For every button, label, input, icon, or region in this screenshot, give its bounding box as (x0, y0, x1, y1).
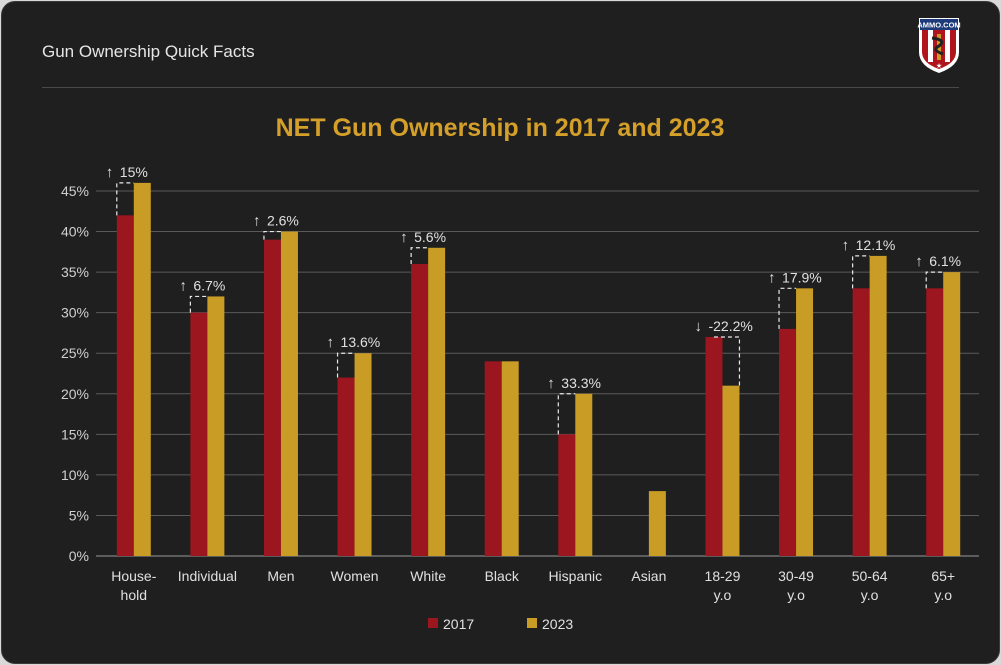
y-tick-label: 10% (61, 467, 89, 483)
x-tick-label: White (410, 568, 446, 584)
legend-swatch-2023 (527, 618, 537, 628)
arrow-up-icon: ↑ (842, 237, 850, 254)
bar-2023 (943, 272, 961, 556)
svg-text:★: ★ (936, 62, 942, 70)
x-tick-label: Women (331, 568, 379, 584)
x-tick-label: y.o (714, 587, 732, 603)
change-bracket (925, 271, 944, 289)
y-tick-label: 45% (61, 183, 89, 199)
bar-2017 (484, 361, 502, 556)
bar-2023 (796, 288, 814, 556)
x-tick-label: Hispanic (548, 568, 602, 584)
legend-label-2023: 2023 (542, 616, 573, 632)
arrow-up-icon: ↑ (106, 164, 114, 181)
x-tick-label: 18-29 (705, 568, 741, 584)
change-label: 6.1% (929, 253, 961, 269)
bar-2023 (722, 385, 740, 556)
change-bracket (713, 336, 741, 386)
bar-2023 (869, 255, 887, 556)
change-label: 15% (120, 164, 148, 180)
arrow-up-icon: ↑ (400, 229, 408, 246)
change-label: 5.6% (414, 229, 446, 245)
change-label: 6.7% (193, 277, 225, 293)
x-tick-label: Black (485, 568, 520, 584)
y-tick-label: 25% (61, 345, 89, 361)
bar-2023 (428, 247, 446, 556)
bar-2017 (337, 377, 355, 556)
chart-title: NET Gun Ownership in 2017 and 2023 (276, 114, 725, 142)
change-bracket (189, 295, 208, 313)
y-tick-label: 15% (61, 426, 89, 442)
change-bracket (778, 287, 797, 329)
change-bracket (263, 230, 281, 240)
bar-2017 (558, 434, 576, 556)
arrow-up-icon: ↑ (253, 213, 260, 230)
arrow-up-icon: ↑ (327, 334, 335, 351)
x-tick-label: y.o (787, 587, 805, 603)
legend-swatch-2017 (428, 618, 438, 628)
arrow-up-icon: ↑ (915, 253, 923, 270)
bar-2017 (411, 264, 429, 556)
x-tick-label: y.o (934, 587, 952, 603)
bar-2023 (280, 231, 298, 557)
bar-2017 (705, 337, 723, 556)
legend-label-2017: 2017 (443, 616, 474, 632)
bar-2017 (926, 288, 944, 556)
y-tick-label: 30% (61, 305, 89, 321)
card-header-title: Gun Ownership Quick Facts (42, 42, 255, 61)
bar-2017 (779, 328, 797, 556)
y-tick-label: 0% (69, 548, 89, 564)
header-divider (42, 87, 959, 88)
change-label: 17.9% (782, 269, 822, 285)
change-label: 12.1% (856, 237, 896, 253)
arrow-up-icon: ↑ (547, 375, 555, 392)
change-bracket (410, 247, 429, 264)
x-tick-label: hold (121, 587, 147, 603)
change-label: 33.3% (561, 375, 601, 391)
bar-2023 (575, 393, 593, 556)
change-label: 2.6% (267, 213, 299, 229)
bar-2017 (263, 239, 281, 556)
x-tick-label: Asian (631, 568, 666, 584)
bar-2023 (354, 353, 372, 556)
x-tick-label: 50-64 (852, 568, 888, 584)
y-tick-label: 20% (61, 386, 89, 402)
bar-2023 (207, 296, 225, 556)
change-label: -22.2% (708, 318, 752, 334)
bar-2023 (133, 182, 151, 556)
y-tick-label: 35% (61, 264, 89, 280)
bar-2017 (190, 312, 208, 556)
arrow-down-icon: ↓ (694, 318, 702, 335)
ammo-logo: AMMO.COM ★ (917, 18, 961, 73)
change-bracket (336, 352, 355, 378)
bar-2017 (852, 288, 870, 556)
change-label: 13.6% (341, 334, 381, 350)
bar-2023 (501, 361, 519, 556)
x-tick-label: y.o (861, 587, 879, 603)
bar-2023 (648, 491, 666, 556)
change-bracket (852, 255, 870, 289)
x-tick-label: 30-49 (778, 568, 814, 584)
arrow-up-icon: ↑ (768, 269, 776, 286)
change-bracket (116, 182, 134, 216)
x-tick-label: 65+ (931, 568, 955, 584)
arrow-up-icon: ↑ (179, 277, 187, 294)
change-bracket (557, 393, 576, 435)
x-tick-label: Individual (178, 568, 237, 584)
svg-text:AMMO.COM: AMMO.COM (917, 21, 960, 30)
x-tick-label: House- (111, 568, 156, 584)
x-tick-label: Men (267, 568, 294, 584)
y-tick-label: 5% (69, 507, 89, 523)
y-tick-label: 40% (61, 224, 89, 240)
bar-2017 (116, 215, 134, 557)
